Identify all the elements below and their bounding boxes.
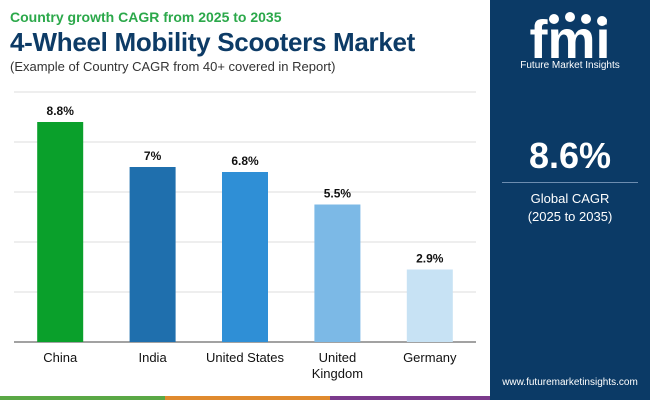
category-label-3: United States	[206, 350, 285, 365]
global-cagr-label: Global CAGR (2025 to 2035)	[490, 190, 650, 226]
bar-5	[406, 269, 453, 342]
logo-caption: Future Market Insights	[520, 60, 620, 71]
logo-icon-dot-3	[581, 14, 591, 24]
chart-note: (Example of Country CAGR from 40+ covere…	[10, 59, 336, 74]
bar-2	[129, 167, 176, 342]
chart-title: 4-Wheel Mobility Scooters Market	[10, 27, 416, 57]
bar-1	[37, 122, 84, 342]
chart-subtitle: Country growth CAGR from 2025 to 2035	[10, 9, 282, 25]
fmi-logo: fmi	[530, 10, 611, 70]
bottom-stripe-green	[0, 396, 165, 400]
logo-icon-dot-2	[565, 12, 575, 22]
bottom-stripe-purple	[330, 396, 490, 400]
bottom-stripe-orange	[165, 396, 330, 400]
category-label-4: United	[319, 350, 357, 365]
logo-icon-dot-1	[549, 14, 559, 24]
category-label-4-line2: Kingdom	[312, 366, 363, 381]
data-label-1: 8.8%	[47, 104, 75, 118]
global-cagr-label-line2: (2025 to 2035)	[527, 209, 613, 224]
logo-icon-dot-4	[597, 16, 607, 26]
sidebar-divider	[502, 182, 638, 183]
global-cagr-label-line1: Global CAGR	[530, 191, 610, 206]
data-label-5: 2.9%	[416, 252, 444, 266]
sidebar-panel: fmi Future Market Insights 8.6% Global C…	[490, 0, 650, 400]
category-label-1: China	[43, 350, 78, 365]
bar-3	[222, 172, 268, 342]
bar-chart: 8.8% China 7% India 6.8% United States 5.5% Uni…	[0, 88, 490, 400]
global-cagr-value: 8.6%	[528, 135, 612, 176]
bar-chart-svg: 8.8% China 7% India 6.8% United States 5.5% Uni…	[14, 91, 476, 381]
data-label-2: 7%	[144, 149, 162, 163]
website-link[interactable]: www.futuremarketinsights.com	[502, 377, 638, 388]
category-label-2: India	[138, 350, 167, 365]
category-label-5: Germany	[403, 350, 457, 365]
data-label-3: 6.8%	[231, 154, 259, 168]
bar-4	[314, 204, 361, 342]
data-label-4: 5.5%	[324, 187, 352, 201]
chart-header: Country growth CAGR from 2025 to 2035 4-…	[10, 8, 490, 75]
